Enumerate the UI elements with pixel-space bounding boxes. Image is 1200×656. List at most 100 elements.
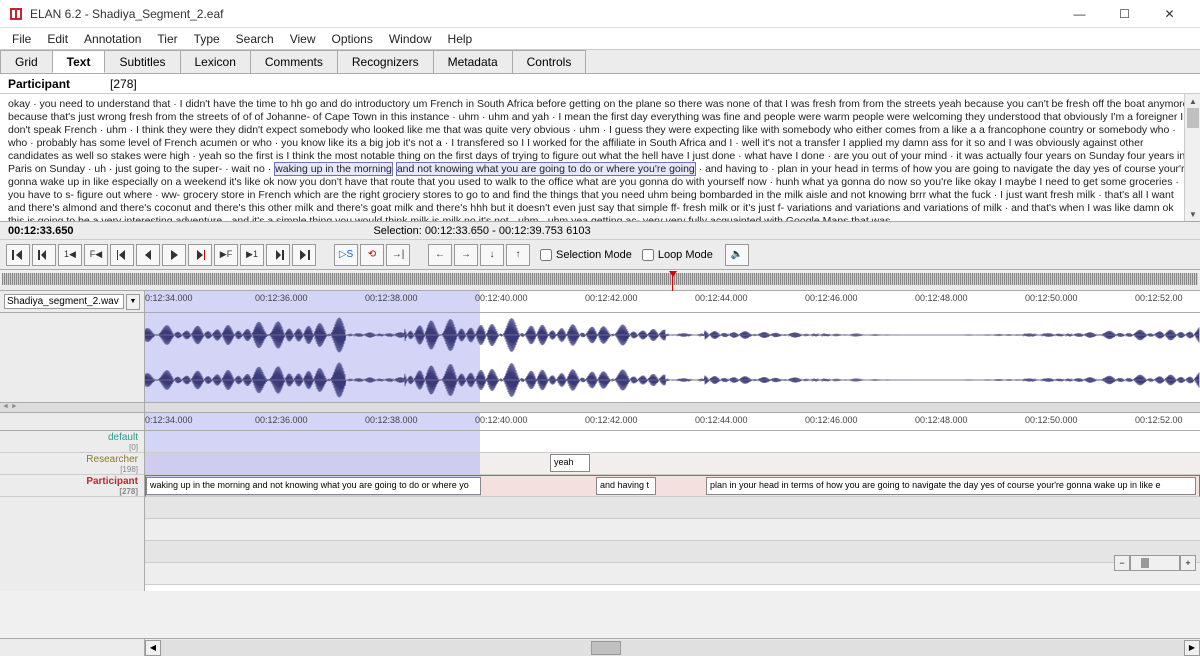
tab-controls[interactable]: Controls [512,50,587,73]
zoom-out-button[interactable]: − [1114,555,1130,571]
tier-label-participant[interactable]: Participant[278] [0,475,144,497]
arrow-right-button[interactable]: → [454,244,478,266]
annotation[interactable]: yeah [550,454,590,472]
time-ruler-bottom[interactable]: 0:12:34.00000:12:36.00000:12:38.00000:12… [145,413,1200,431]
tier-row-default[interactable] [145,431,1200,453]
tab-text[interactable]: Text [52,50,106,73]
tab-subtitles[interactable]: Subtitles [104,50,180,73]
time-ruler-top[interactable]: 0:12:34.00000:12:36.00000:12:38.00000:12… [145,291,1200,313]
divider[interactable] [145,403,1200,413]
prev-pixel-button[interactable] [110,244,134,266]
participant-label: Participant [8,77,70,91]
scroll-down-icon[interactable]: ▼ [1185,207,1200,221]
participant-header: Participant [278] [0,74,1200,94]
transcript-highlight-1: waking up in the morning [274,162,393,176]
waveform-channel-2 [145,358,1200,403]
menu-annotation[interactable]: Annotation [76,30,149,48]
tier-labels-column: Shadiya_segment_2.wav ▼ ◄ ► default[0]Re… [0,291,145,591]
play-selection-button[interactable]: ▷S [334,244,358,266]
selection-time: Selection: 00:12:33.650 - 00:12:39.753 6… [373,225,590,237]
speaker-icon[interactable]: 🔈 [725,244,749,266]
tab-comments[interactable]: Comments [250,50,338,73]
menu-window[interactable]: Window [381,30,440,48]
menu-options[interactable]: Options [324,30,381,48]
ruler-tick: 00:12:36.000 [255,293,308,303]
annotation[interactable]: waking up in the morning and not knowing… [146,477,481,495]
step-fwd-button[interactable] [188,244,212,266]
goto-button[interactable]: →| [386,244,410,266]
arrow-down-button[interactable]: ↓ [480,244,504,266]
loop-button[interactable]: ⟲ [360,244,384,266]
step-back-button[interactable] [136,244,160,266]
ruler-tick: 00:12:50.000 [1025,415,1078,425]
overview-timeline[interactable] [0,273,1200,291]
ruler-tick: 00:12:42.000 [585,293,638,303]
menu-type[interactable]: Type [186,30,228,48]
menu-edit[interactable]: Edit [39,30,76,48]
view-tabs: GridTextSubtitlesLexiconCommentsRecogniz… [0,50,1200,74]
close-button[interactable]: ✕ [1147,0,1192,28]
waveform-area[interactable] [145,313,1200,403]
next-sec-button[interactable]: ▶F [214,244,238,266]
selection-mode-checkbox[interactable]: Selection Mode [540,249,632,261]
next-frame-button[interactable]: ▶1 [240,244,264,266]
tab-metadata[interactable]: Metadata [433,50,513,73]
scroll-thumb-h[interactable] [591,641,621,655]
menu-help[interactable]: Help [440,30,481,48]
next-scroll-button[interactable] [266,244,290,266]
ruler-tick: 00:12:46.000 [805,415,858,425]
menu-file[interactable]: File [4,30,39,48]
tier-row-participant[interactable]: waking up in the morning and not knowing… [145,475,1200,497]
timeline-viewport[interactable]: 0:12:34.000 00:12:36.000 00:12:38.000 00:12… [145,291,1200,591]
minimize-button[interactable]: — [1057,0,1102,28]
prev-frame-button[interactable]: 1◀ [58,244,82,266]
tab-lexicon[interactable]: Lexicon [180,50,251,73]
scroll-up-icon[interactable]: ▲ [1185,94,1200,108]
prev-sec-button[interactable]: F◀ [84,244,108,266]
zoom-in-button[interactable]: + [1180,555,1196,571]
empty-tier-row [145,497,1200,519]
scroll-left-button[interactable]: ◀ [145,640,161,656]
ruler-tick: 00:12:40.000 [475,293,528,303]
empty-tier-row [145,519,1200,541]
overview-cursor[interactable] [672,273,673,291]
waveform-channel-1 [145,313,1200,358]
ruler-tick: 00:12:42.000 [585,415,638,425]
ruler-tick: 00:12:48.000 [915,293,968,303]
transcript-pane[interactable]: okay · you need to understand that · I d… [0,94,1200,222]
maximize-button[interactable]: ☐ [1102,0,1147,28]
ruler-tick: 0:12:34.000 [145,415,193,425]
arrow-up-button[interactable]: ↑ [506,244,530,266]
annotation[interactable]: and having t [596,477,656,495]
tier-label-researcher[interactable]: Researcher[198] [0,453,144,475]
ruler2-selection [145,413,480,430]
zoom-slider[interactable] [1130,555,1180,571]
titlebar: ELAN 6.2 - Shadiya_Segment_2.eaf — ☐ ✕ [0,0,1200,28]
go-begin-button[interactable] [6,244,30,266]
tier-row-researcher[interactable]: yeah [145,453,1200,475]
arrow-left-button[interactable]: ← [428,244,452,266]
scroll-thumb[interactable] [1187,108,1199,128]
tier-label-default[interactable]: default[0] [0,431,144,453]
tab-recognizers[interactable]: Recognizers [337,50,434,73]
time-info-bar: 00:12:33.650 Selection: 00:12:33.650 - 0… [0,222,1200,240]
horizontal-scrollbar: ◀ ▶ [0,638,1200,656]
transport-toolbar: 1◀ F◀ ▶F ▶1 ▷S ⟲ →| ← → ↓ ↑ Selection Mo… [0,240,1200,270]
ruler-tick: 00:12:50.000 [1025,293,1078,303]
scroll-track[interactable] [161,640,1184,656]
tab-grid[interactable]: Grid [0,50,53,73]
menu-search[interactable]: Search [228,30,282,48]
ruler-tick: 00:12:38.000 [365,293,418,303]
go-end-button[interactable] [292,244,316,266]
annotation[interactable]: plan in your head in terms of how you ar… [706,477,1196,495]
loop-mode-checkbox[interactable]: Loop Mode [642,249,713,261]
play-button[interactable] [162,244,186,266]
ruler-tick: 00:12:44.000 [695,415,748,425]
menu-tier[interactable]: Tier [149,30,185,48]
menu-view[interactable]: View [282,30,324,48]
wav-dropdown-icon[interactable]: ▼ [126,294,140,310]
scroll-right-button[interactable]: ▶ [1184,640,1200,656]
ruler-tick: 00:12:52.00 [1135,293,1183,303]
transcript-scrollbar[interactable]: ▲ ▼ [1184,94,1200,221]
prev-scroll-button[interactable] [32,244,56,266]
